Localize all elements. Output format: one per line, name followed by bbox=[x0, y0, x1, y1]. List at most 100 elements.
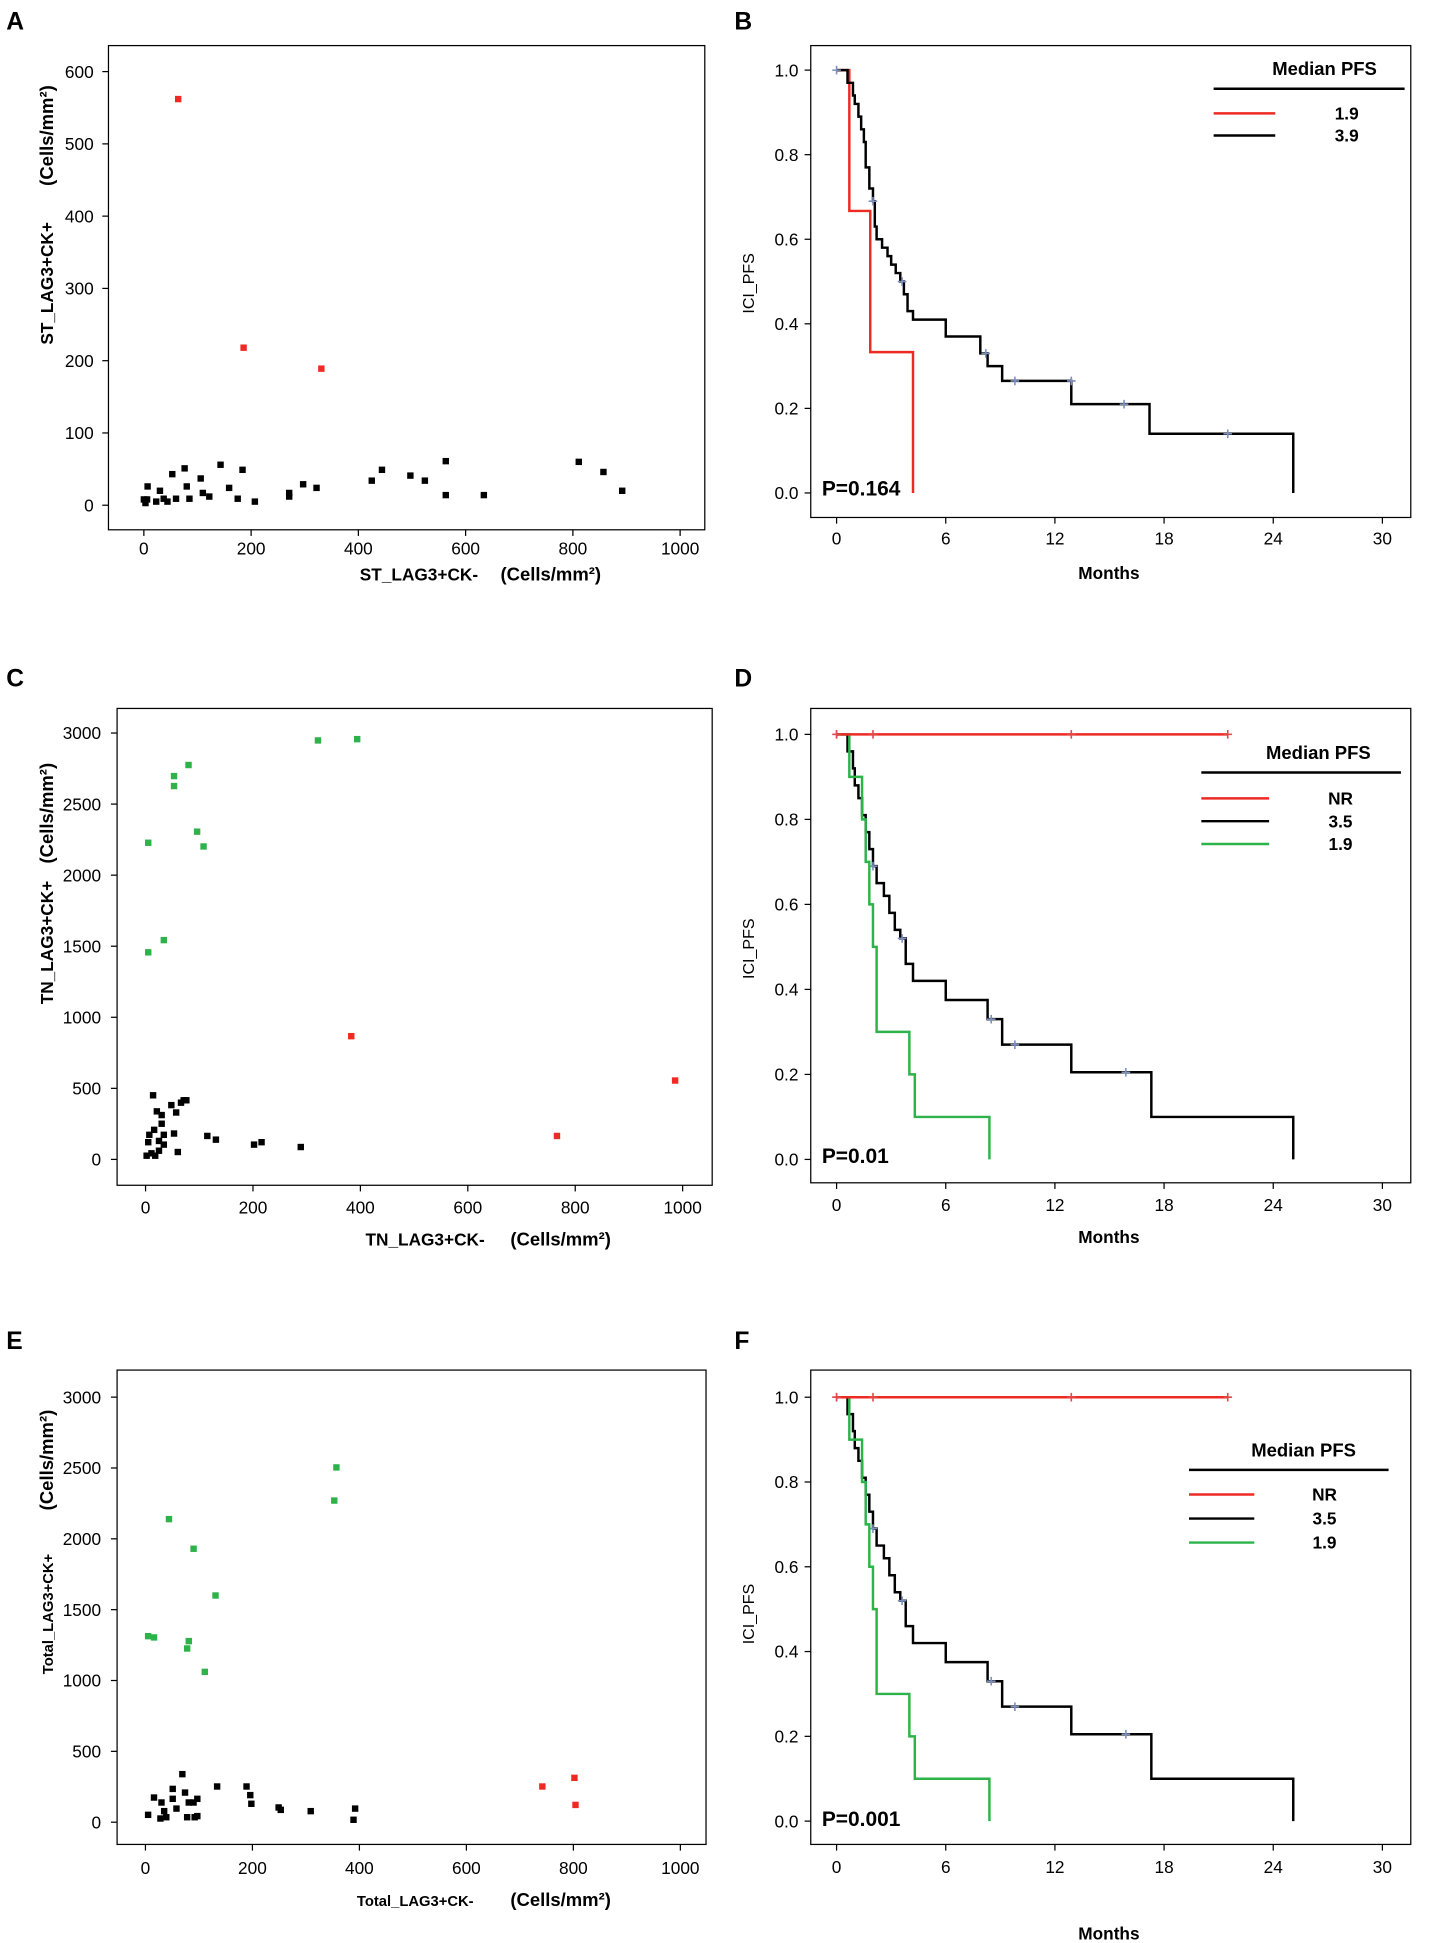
data-point bbox=[169, 1785, 176, 1793]
censor-mark bbox=[1010, 376, 1020, 386]
data-point bbox=[350, 1816, 357, 1823]
data-point bbox=[158, 1111, 165, 1119]
data-point bbox=[240, 344, 247, 351]
data-point bbox=[201, 1668, 209, 1676]
x-tick-label: 1000 bbox=[661, 1858, 699, 1878]
y-tick-label: 0.8 bbox=[774, 810, 798, 830]
data-point bbox=[185, 1637, 192, 1645]
x-tick-label: 24 bbox=[1264, 1195, 1284, 1215]
legend-label: NR bbox=[1328, 789, 1353, 809]
x-axis-unit: (Cells/mm²) bbox=[510, 1229, 611, 1250]
data-point bbox=[619, 487, 626, 494]
data-point bbox=[190, 1545, 197, 1552]
x-tick-label: 400 bbox=[345, 1858, 374, 1878]
data-point bbox=[217, 461, 224, 468]
data-point bbox=[155, 1137, 163, 1145]
y-axis-unit: (Cells/mm²) bbox=[36, 1410, 57, 1511]
data-point bbox=[212, 1592, 219, 1599]
data-point bbox=[314, 737, 322, 744]
y-tick-label: 500 bbox=[72, 1742, 101, 1762]
data-point bbox=[331, 1497, 338, 1504]
data-point bbox=[165, 1515, 173, 1523]
data-point bbox=[160, 1807, 168, 1815]
data-point bbox=[193, 828, 201, 835]
data-point bbox=[170, 772, 178, 780]
x-tick-label: 400 bbox=[344, 538, 373, 558]
data-point bbox=[183, 1814, 191, 1821]
censor-mark bbox=[1066, 376, 1076, 386]
x-tick-label: 200 bbox=[238, 1858, 267, 1878]
y-tick-label: 1500 bbox=[63, 936, 101, 956]
x-tick-label: 1000 bbox=[663, 1198, 701, 1218]
y-tick-label: 2500 bbox=[63, 794, 101, 814]
data-point bbox=[169, 470, 176, 478]
censor-mark bbox=[832, 1392, 841, 1402]
data-point bbox=[194, 1812, 201, 1820]
x-tick-label: 0 bbox=[139, 538, 149, 558]
data-point bbox=[378, 466, 386, 474]
panel-c: C 0 200 400 600 800 1000 0 500 1000 1500 2000 2500 30… bbox=[6, 665, 713, 1250]
data-point bbox=[158, 1120, 165, 1127]
y-tick-label: 0.4 bbox=[774, 1642, 798, 1662]
y-axis-unit: (Cells/mm²) bbox=[36, 85, 57, 186]
y-tick-label: 0.0 bbox=[774, 483, 798, 503]
data-point bbox=[143, 1152, 150, 1159]
data-point bbox=[183, 1097, 190, 1104]
data-point bbox=[160, 1131, 168, 1139]
legend-title: Median PFS bbox=[1251, 1439, 1356, 1460]
x-tick-label: 1000 bbox=[661, 538, 699, 558]
panel-d: D 0 6 12 18 24 30 0.0 0.2 0.4 0.6 0.8 1.0 Months ICI_P… bbox=[734, 665, 1412, 1247]
y-tick-label: 0.8 bbox=[774, 145, 798, 165]
data-point bbox=[407, 472, 414, 479]
data-point bbox=[480, 491, 488, 499]
data-point bbox=[157, 1815, 164, 1822]
panel-letter: A bbox=[6, 9, 24, 36]
km-curve bbox=[836, 1395, 1295, 1822]
panel-letter: F bbox=[734, 1328, 749, 1355]
data-point bbox=[144, 483, 151, 490]
data-point bbox=[145, 839, 152, 846]
censor-mark bbox=[1066, 730, 1076, 739]
x-tick-label: 0 bbox=[832, 1857, 842, 1877]
y-tick-label: 0.0 bbox=[774, 1150, 798, 1170]
p-value: P=0.01 bbox=[822, 1145, 889, 1168]
x-tick-label: 600 bbox=[453, 1198, 482, 1218]
km-curve bbox=[836, 733, 1295, 1160]
censor-mark bbox=[868, 1392, 878, 1402]
panel-letter: E bbox=[6, 1328, 22, 1355]
data-point bbox=[539, 1783, 546, 1790]
x-tick-label: 12 bbox=[1045, 1195, 1064, 1215]
x-tick-label: 800 bbox=[561, 1198, 590, 1218]
data-point bbox=[155, 1147, 163, 1154]
x-tick-label: 600 bbox=[452, 1858, 481, 1878]
data-point bbox=[318, 365, 325, 372]
x-axis-label: TN_LAG3+CK- bbox=[366, 1230, 485, 1250]
legend-label: 3.5 bbox=[1329, 811, 1353, 831]
data-point bbox=[199, 489, 207, 497]
y-axis-label: ST_LAG3+CK+ bbox=[37, 222, 57, 345]
data-point bbox=[297, 1143, 304, 1151]
x-tick-label: 30 bbox=[1373, 1195, 1392, 1215]
data-point bbox=[149, 1092, 157, 1099]
data-point bbox=[183, 483, 190, 490]
y-tick-label: 0 bbox=[84, 495, 94, 515]
plot-area bbox=[832, 730, 1295, 1160]
data-point bbox=[185, 761, 192, 769]
censor-mark bbox=[1121, 1067, 1131, 1077]
data-point bbox=[173, 1805, 180, 1812]
panel-b: B 0 6 12 18 24 30 0.0 0.2 0.4 0.6 0.8 1.0 Months ICI_P… bbox=[734, 9, 1412, 583]
x-tick-label: 200 bbox=[237, 538, 266, 558]
data-point bbox=[212, 1136, 220, 1143]
censor-mark bbox=[1121, 1729, 1131, 1739]
data-point bbox=[194, 1795, 201, 1803]
km-curve bbox=[836, 733, 991, 1160]
y-axis-label: TN_LAG3+CK+ bbox=[37, 881, 57, 1005]
y-tick-label: 1500 bbox=[63, 1600, 101, 1620]
data-point bbox=[185, 1799, 192, 1806]
data-point bbox=[145, 949, 152, 956]
data-point bbox=[234, 495, 241, 502]
x-tick-label: 6 bbox=[941, 1857, 951, 1877]
censor-mark bbox=[1119, 399, 1129, 409]
x-tick-label: 18 bbox=[1154, 1857, 1173, 1877]
km-curve bbox=[836, 68, 1295, 493]
